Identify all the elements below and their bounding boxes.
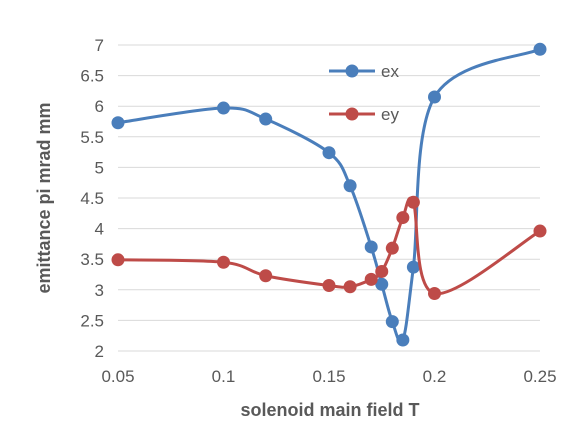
- data-point-ey: [396, 211, 410, 225]
- data-point-ey: [428, 286, 441, 300]
- data-point-ey: [385, 241, 399, 255]
- y-tick-label: 3.5: [80, 250, 104, 269]
- data-point-ey: [217, 255, 230, 269]
- gridlines: [118, 44, 540, 352]
- data-point-ex: [533, 42, 547, 56]
- data-point-ex: [217, 101, 230, 115]
- y-axis-title: emittance pi mrad mm: [34, 102, 54, 293]
- data-point-ex: [259, 112, 273, 126]
- y-tick-label: 7: [95, 36, 104, 55]
- data-point-ex: [406, 260, 420, 274]
- data-point-ex: [343, 179, 357, 193]
- y-tick-label: 5: [95, 158, 104, 177]
- legend-marker-ey: [345, 107, 359, 121]
- x-tick-labels: 0.05 0.1 0.15 0.2 0.25: [101, 367, 556, 386]
- data-point-ey: [406, 195, 420, 209]
- data-point-ex: [396, 333, 410, 347]
- series-line-ex: [117, 47, 541, 344]
- data-point-ex: [364, 240, 378, 254]
- data-point-ey: [533, 224, 547, 238]
- y-tick-label: 4.5: [80, 189, 104, 208]
- y-tick-label: 6.5: [80, 67, 104, 86]
- data-point-ex: [322, 146, 336, 160]
- y-tick-label: 2: [95, 342, 104, 361]
- data-point-ey: [364, 272, 378, 286]
- y-tick-label: 3: [95, 281, 104, 300]
- data-point-ex: [111, 116, 125, 130]
- data-point-ey: [322, 279, 336, 293]
- legend-marker-ex: [345, 64, 359, 78]
- data-point-ey: [259, 269, 273, 283]
- x-tick-label: 0.15: [312, 367, 345, 386]
- x-tick-label: 0.2: [423, 367, 447, 386]
- y-tick-label: 4: [95, 220, 104, 239]
- data-point-ey: [375, 264, 389, 278]
- legend-label-ey: ey: [381, 105, 399, 124]
- data-point-ex: [385, 315, 399, 329]
- x-tick-label: 0.25: [523, 367, 556, 386]
- y-tick-label: 6: [95, 97, 104, 116]
- data-point-ex: [428, 90, 441, 104]
- series-layer: [111, 42, 547, 347]
- x-tick-label: 0.1: [212, 367, 236, 386]
- y-tick-label: 5.5: [80, 128, 104, 147]
- data-point-ex: [375, 277, 389, 291]
- x-axis-title: solenoid main field T: [240, 400, 419, 420]
- legend: ex ey: [329, 62, 399, 124]
- x-tick-label: 0.05: [101, 367, 134, 386]
- legend-label-ex: ex: [381, 62, 399, 81]
- y-tick-labels: 2 2.5 3 3.5 4 4.5 5 5.5 6 6.5 7: [80, 36, 104, 361]
- data-point-ey: [343, 280, 357, 294]
- data-point-ey: [111, 253, 125, 267]
- y-tick-label: 2.5: [80, 311, 104, 330]
